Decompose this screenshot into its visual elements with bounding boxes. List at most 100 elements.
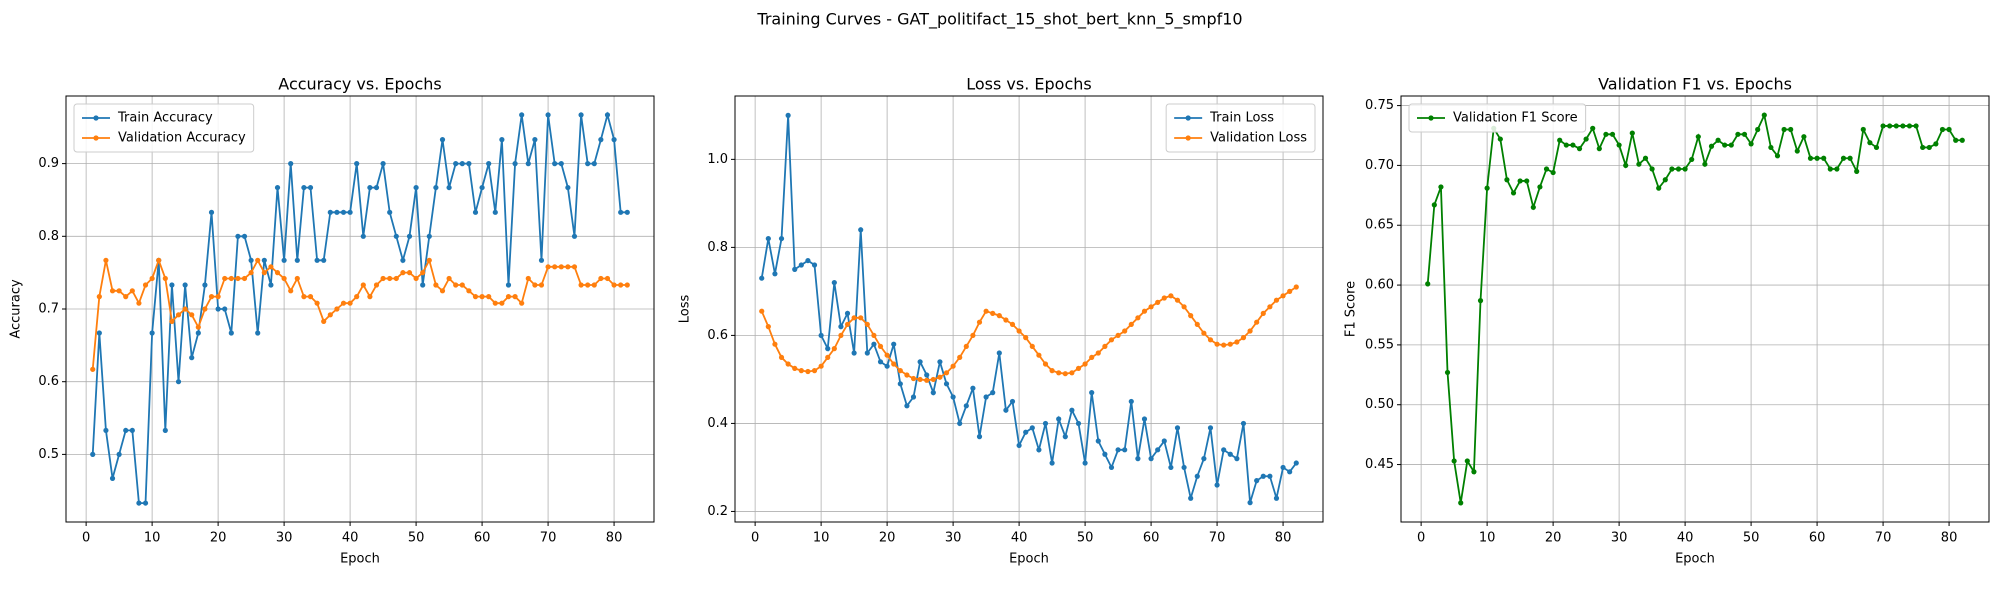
point — [963, 343, 969, 350]
point — [281, 257, 287, 263]
point — [1827, 166, 1833, 172]
point — [1287, 469, 1293, 475]
point — [123, 294, 129, 300]
point — [1234, 456, 1240, 462]
point — [492, 300, 498, 306]
legend: Train Loss Validation Loss — [1165, 103, 1316, 153]
x-tick-label: 20 — [210, 531, 227, 546]
point — [1267, 304, 1273, 310]
point — [532, 282, 538, 288]
point — [611, 137, 617, 143]
point — [420, 282, 426, 288]
x-tick-label: 70 — [540, 531, 557, 546]
point — [1293, 284, 1299, 290]
point — [1075, 420, 1082, 427]
point — [1768, 144, 1774, 151]
point — [538, 282, 545, 288]
point — [1425, 281, 1431, 287]
figure-title: Training Curves - GAT_politifact_15_shot… — [756, 10, 1242, 30]
point — [1168, 464, 1174, 471]
point — [268, 264, 274, 270]
point — [917, 376, 923, 383]
point — [505, 282, 512, 288]
point — [222, 306, 228, 312]
point — [1207, 425, 1214, 431]
point — [261, 257, 267, 263]
point — [1609, 131, 1616, 137]
point — [858, 227, 864, 233]
point — [1774, 153, 1781, 159]
point — [274, 270, 281, 276]
point — [1234, 339, 1240, 345]
point — [552, 264, 558, 270]
point — [624, 282, 630, 288]
point — [1194, 321, 1200, 328]
point — [1953, 137, 1959, 143]
point — [334, 306, 340, 312]
point — [321, 257, 327, 263]
point — [1155, 299, 1161, 305]
point — [307, 184, 314, 191]
point — [785, 112, 791, 118]
point — [367, 294, 373, 300]
point — [142, 282, 149, 288]
point — [1860, 126, 1866, 133]
point — [571, 264, 578, 270]
point — [446, 184, 452, 191]
point — [1273, 297, 1280, 303]
point — [301, 294, 307, 300]
point — [1049, 368, 1055, 374]
point — [864, 321, 870, 328]
point — [591, 282, 597, 288]
point — [479, 184, 485, 191]
point — [136, 300, 142, 306]
subplot: 0 10 20 30 40 50 60 70 80 0.2 0.4 0.6 0.8 1.0 Loss vs.… — [678, 75, 1324, 567]
x-tick-label: 40 — [342, 531, 359, 546]
point — [1148, 456, 1154, 462]
point — [805, 368, 811, 375]
y-tick-label: 0.4 — [707, 416, 728, 431]
x-tick-label: 80 — [1941, 531, 1958, 546]
point — [1056, 416, 1062, 422]
point — [983, 308, 989, 314]
legend-label: Validation Accuracy — [118, 131, 246, 146]
legend-marker — [1185, 115, 1191, 121]
point — [990, 390, 996, 396]
point — [367, 184, 373, 191]
point — [1267, 473, 1273, 479]
point — [877, 359, 884, 365]
point — [1155, 447, 1161, 453]
point — [1135, 315, 1141, 321]
point — [578, 112, 584, 118]
point — [1702, 161, 1708, 167]
point — [1095, 438, 1101, 444]
point — [109, 288, 116, 294]
point — [314, 257, 320, 263]
point — [294, 257, 300, 263]
point — [1042, 420, 1049, 427]
point — [917, 359, 923, 365]
point — [1497, 136, 1503, 142]
point — [996, 350, 1002, 356]
point — [327, 209, 333, 215]
x-tick-label: 0 — [751, 531, 759, 546]
point — [215, 306, 221, 312]
point — [479, 294, 485, 300]
y-tick-label: 0.2 — [707, 504, 728, 519]
point — [123, 427, 129, 434]
point — [765, 324, 771, 330]
point — [241, 233, 248, 239]
y-tick-label: 0.8 — [38, 229, 59, 244]
point — [1821, 155, 1827, 161]
point — [558, 264, 564, 270]
point — [937, 359, 943, 365]
point — [406, 270, 413, 276]
point — [274, 184, 281, 191]
point — [1254, 478, 1260, 484]
point — [1095, 350, 1101, 356]
point — [1069, 407, 1075, 413]
point — [963, 403, 969, 409]
point — [195, 324, 201, 330]
series-line — [91, 257, 628, 370]
point — [545, 264, 551, 270]
